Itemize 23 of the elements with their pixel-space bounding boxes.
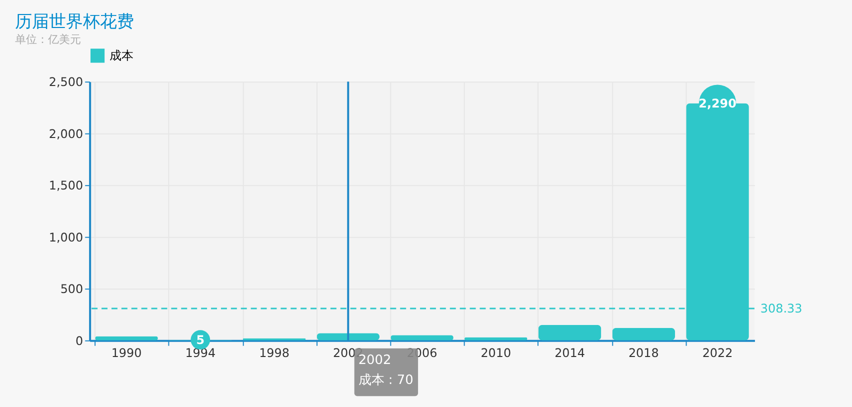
y-tick-label: 1,500	[48, 178, 84, 193]
x-tick-label: 1998	[259, 346, 290, 360]
y-tick-label: 0	[76, 334, 84, 348]
annotation: 5	[196, 332, 205, 347]
bar	[612, 328, 676, 340]
y-tick-label: 500	[60, 282, 84, 296]
y-tick-label: 2,500	[48, 75, 84, 90]
x-tick-label: 1994	[185, 346, 216, 360]
chart-title: 历届世界杯花费	[14, 10, 134, 31]
chart-subtitle: 单位：亿美元	[14, 32, 81, 46]
x-tick-label: 2010	[480, 346, 512, 360]
annotation: 2,290	[698, 96, 736, 110]
y-tick-label: 1,000	[48, 230, 84, 244]
x-tick-label: 2022	[702, 346, 733, 360]
x-tick-label: 2018	[628, 346, 659, 360]
text: 成本 : 70	[358, 373, 414, 388]
x-tick-label: 2014	[554, 346, 585, 360]
x-tick-label: 1990	[111, 346, 142, 360]
ref-line-label: 308.33	[760, 301, 802, 316]
bar	[538, 324, 602, 340]
legend-label: 成本	[109, 48, 134, 63]
y-tick-label: 2,000	[48, 126, 84, 141]
x-tick-label: 2006	[406, 346, 438, 360]
